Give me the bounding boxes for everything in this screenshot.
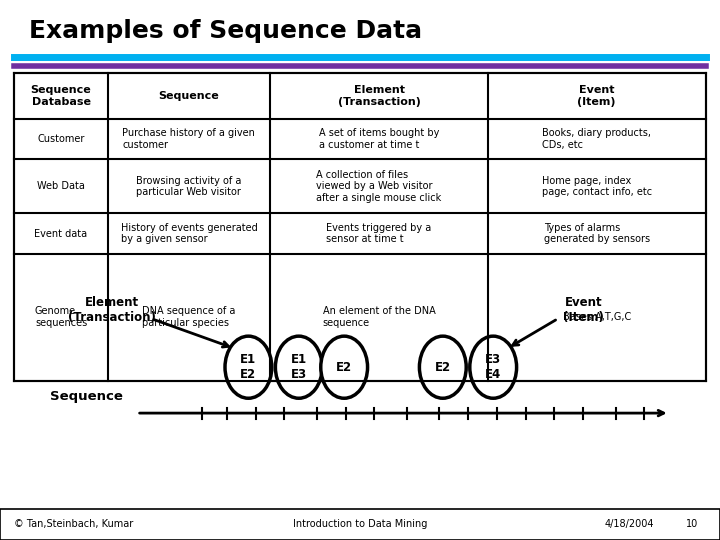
Text: Events triggered by a
sensor at time t: Events triggered by a sensor at time t bbox=[326, 222, 431, 244]
Text: Element
(Transaction): Element (Transaction) bbox=[338, 85, 420, 107]
Text: Examples of Sequence Data: Examples of Sequence Data bbox=[29, 19, 422, 43]
Text: © Tan,Steinbach, Kumar: © Tan,Steinbach, Kumar bbox=[14, 519, 134, 529]
Text: Event data: Event data bbox=[35, 228, 88, 239]
Text: Books, diary products,
CDs, etc: Books, diary products, CDs, etc bbox=[542, 128, 651, 150]
Ellipse shape bbox=[225, 336, 271, 399]
Ellipse shape bbox=[470, 336, 517, 399]
Text: A collection of files
viewed by a Web visitor
after a single mouse click: A collection of files viewed by a Web vi… bbox=[316, 170, 441, 203]
Text: Customer: Customer bbox=[37, 134, 85, 144]
Text: E1
E3: E1 E3 bbox=[291, 353, 307, 381]
Text: E3
E4: E3 E4 bbox=[485, 353, 501, 381]
Bar bbox=[14, 73, 706, 381]
Text: History of events generated
by a given sensor: History of events generated by a given s… bbox=[120, 222, 257, 244]
Text: E2: E2 bbox=[435, 361, 451, 374]
Ellipse shape bbox=[419, 336, 467, 399]
Text: Purchase history of a given
customer: Purchase history of a given customer bbox=[122, 128, 256, 150]
Ellipse shape bbox=[321, 336, 367, 399]
Text: DNA sequence of a
particular species: DNA sequence of a particular species bbox=[143, 306, 235, 328]
Text: An element of the DNA
sequence: An element of the DNA sequence bbox=[323, 306, 436, 328]
Text: Types of alarms
generated by sensors: Types of alarms generated by sensors bbox=[544, 222, 649, 244]
Ellipse shape bbox=[276, 336, 323, 399]
Text: E2: E2 bbox=[336, 361, 352, 374]
Text: Element
(Transaction): Element (Transaction) bbox=[68, 296, 156, 325]
Text: Web Data: Web Data bbox=[37, 181, 85, 191]
Text: A set of items bought by
a customer at time t: A set of items bought by a customer at t… bbox=[319, 128, 439, 150]
Text: Bases A,T,G,C: Bases A,T,G,C bbox=[562, 312, 631, 322]
Text: Introduction to Data Mining: Introduction to Data Mining bbox=[293, 519, 427, 529]
Text: 4/18/2004: 4/18/2004 bbox=[605, 519, 654, 529]
Text: 10: 10 bbox=[686, 519, 698, 529]
Text: Home page, index
page, contact info, etc: Home page, index page, contact info, etc bbox=[541, 176, 652, 197]
Text: Event
(Item): Event (Item) bbox=[563, 296, 603, 325]
Text: Event
(Item): Event (Item) bbox=[577, 85, 616, 107]
Bar bbox=[0, 509, 720, 540]
Text: Browsing activity of a
particular Web visitor: Browsing activity of a particular Web vi… bbox=[136, 176, 242, 197]
Text: Genome
sequences: Genome sequences bbox=[35, 306, 87, 328]
Text: Sequence
Database: Sequence Database bbox=[31, 85, 91, 107]
Text: E1
E2: E1 E2 bbox=[240, 353, 256, 381]
Text: Sequence: Sequence bbox=[158, 91, 220, 101]
Text: Sequence: Sequence bbox=[50, 390, 123, 403]
